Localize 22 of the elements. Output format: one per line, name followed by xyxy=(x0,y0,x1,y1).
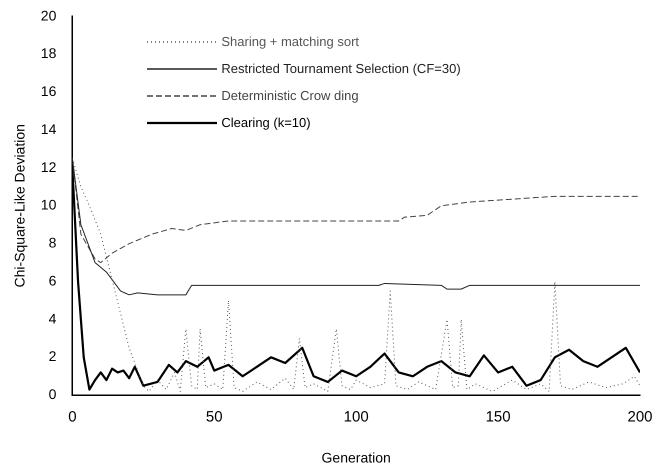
text: Sharing + matching sort xyxy=(221,34,360,50)
x-tick-label: 50 xyxy=(206,408,223,426)
text: Clearing (k=10) xyxy=(221,115,311,130)
text: Deterministic Crow ding xyxy=(221,88,359,104)
y-tick-label: 2 xyxy=(48,348,57,364)
y-tick-label: 14 xyxy=(40,120,57,137)
x-tick-label: 0 xyxy=(68,408,77,426)
x-tick-label: 150 xyxy=(486,408,511,426)
y-tick-label: 0 xyxy=(48,386,57,402)
y-tick-label: 20 xyxy=(40,7,57,24)
y-tick-label: 16 xyxy=(40,83,57,100)
y-axis-title: Chi-Square-Like Deviation xyxy=(11,124,28,288)
y-tick-label: 8 xyxy=(48,234,57,251)
x-tick-label: 200 xyxy=(627,408,653,426)
y-tick-label: 12 xyxy=(40,158,57,175)
y-tick-label: 10 xyxy=(40,196,57,213)
x-tick-label: 100 xyxy=(344,408,369,426)
text: Restricted Tournament Selection (CF=30) xyxy=(221,61,461,76)
y-tick-label: 18 xyxy=(40,45,57,62)
y-tick-label: 6 xyxy=(48,272,57,288)
x-axis-title: Generation xyxy=(322,449,391,466)
y-tick-label: 4 xyxy=(48,310,57,326)
